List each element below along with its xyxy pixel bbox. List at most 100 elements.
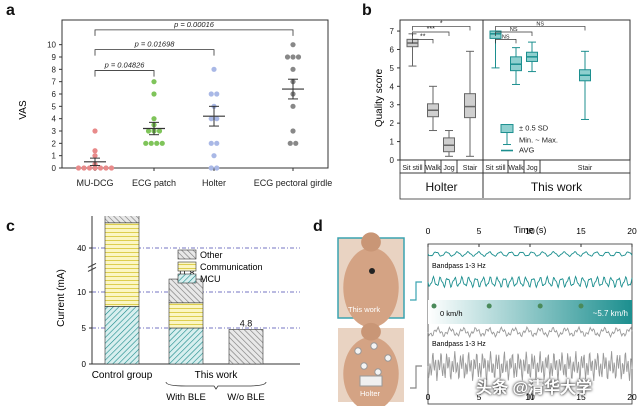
panel-d-xtick-label-bottom: 10: [525, 392, 535, 402]
panel-c-bar-segment: [104, 306, 140, 365]
panel-a-xtick-label: MU-DCG: [77, 178, 114, 188]
panel-a-point: [92, 153, 98, 159]
panel-d-figure: This work Holter Time (s) 0 0 5 5 10 10 15 15 20 20 B…: [337, 225, 637, 406]
panel-a-point: [156, 128, 163, 134]
panel-b-legend-label: AVG: [519, 146, 534, 155]
panel-d-xlabel: Time (s): [514, 225, 547, 235]
panel-a-pvalue-label: p = 0.04826: [104, 61, 146, 70]
panel-a-point: [214, 165, 220, 171]
panel-c-group-brace: [165, 381, 267, 390]
panel-a-significance-bracket: [94, 49, 215, 56]
panel-b-legend-label: ± 0.5 SD: [519, 124, 549, 133]
panel-a-point: [159, 140, 165, 146]
panel-c-legend-label: Other: [200, 250, 223, 260]
panel-d-xlabel-bottom: Ti: [526, 392, 533, 402]
panel-c-xtick-label: Control group: [92, 370, 153, 381]
panel-a-point: [75, 165, 82, 171]
panel-b-ytick-label: 7: [390, 27, 395, 36]
panel-a-ytick-label: 6: [52, 90, 57, 99]
panel-c-ylabel: Current (mA): [56, 269, 67, 327]
panel-d-walker-icon: [431, 303, 437, 309]
panel-a-point: [92, 165, 98, 171]
panel-a-point: [103, 165, 109, 171]
panel-a-point: [211, 153, 217, 159]
panel-b-significance-label: ***: [427, 26, 435, 33]
panel-a-point: [290, 66, 296, 72]
panel-b-category-label: Walk: [425, 165, 441, 172]
panel-b-significance-bracket: [495, 38, 517, 44]
panel-d-signal-bottom-filtered: [427, 325, 633, 339]
panel-c-bar-total: 11.8: [178, 268, 195, 278]
panel-d-photo-top-skin: [343, 247, 399, 328]
panel-d-photo-bottom-label: Holter: [360, 389, 381, 398]
panel-b-frame: [399, 19, 631, 161]
panel-a-point: [81, 165, 87, 171]
panel-d-walker-icon: [486, 303, 492, 309]
panel-b-ytick-label: 2: [390, 119, 395, 128]
panel-a-point: [143, 140, 149, 146]
panel-d-xtick-label: 0: [426, 226, 431, 236]
panel-d-electrode-icon: [354, 347, 362, 355]
panel-b-ytick-label: 4: [390, 82, 395, 91]
panel-d-device-icon: [369, 268, 375, 274]
panel-b-legend-label: Min. ~ Max.: [519, 136, 558, 145]
panel-a-ytick-label: 8: [52, 65, 57, 74]
panel-a-frame: [61, 19, 329, 169]
panel-a-point: [97, 165, 104, 171]
panel-b-significance-bracket: [412, 26, 471, 31]
panel-a-chart: 0 1 2 3 4 5 6 7 8 9 10 MU-DCG ECG patch Holter ECG pec…: [18, 19, 332, 188]
panel-d-holter-device: [359, 375, 383, 387]
panel-a-point: [295, 54, 302, 60]
watermark-text: 头条 @清华大学: [476, 380, 593, 397]
panel-c-bar-segment: [168, 302, 204, 329]
panel-a-ytick-label: 0: [52, 164, 57, 173]
panel-a-point: [293, 140, 299, 146]
panel-a-point: [290, 128, 296, 134]
panel-a-ytick-label: 7: [52, 78, 57, 87]
panel-c-xtick-label: With BLE: [166, 392, 206, 403]
panel-c-ytick-label: 45: [77, 216, 86, 217]
panel-a-point: [290, 42, 296, 48]
panel-a-point: [214, 140, 220, 146]
panel-a-point: [287, 140, 293, 146]
panel-c-axis-break: [87, 266, 97, 272]
panel-d-xtick-label-bottom: 15: [576, 392, 586, 402]
panel-c-ytick-label: 0: [82, 360, 87, 369]
panel-a-point: [86, 165, 93, 171]
panel-letter-b: b: [362, 2, 372, 19]
panel-d-xtick-label: 20: [627, 226, 637, 236]
panel-b-group-frame: [399, 172, 631, 200]
panel-a-ytick-label: 9: [52, 53, 57, 62]
panel-b-significance-bracket: [412, 31, 450, 36]
panel-d-speed-bar: [428, 300, 632, 324]
panel-a-pvalue-label: p = 0.01698: [134, 40, 176, 49]
panel-d-photo-top-neck: [361, 232, 381, 252]
panel-d-xtick-label: 5: [477, 226, 482, 236]
panel-a-point: [92, 148, 98, 154]
panel-b-box: [464, 93, 476, 119]
panel-c-bar-segment: [228, 329, 264, 365]
panel-d-connector-top: [410, 281, 422, 301]
panel-a-ylabel: VAS: [18, 100, 29, 120]
panel-a-point: [151, 79, 157, 85]
panel-b-ylabel: Quality score: [374, 68, 385, 127]
panel-a-significance-bracket: [94, 70, 155, 77]
panel-d-signal-bottom-raw: [427, 351, 633, 382]
panel-a-point: [208, 165, 214, 171]
panel-c-xtick-label: W/o BLE: [227, 392, 265, 403]
panel-c-legend-swatch: [177, 261, 197, 272]
panel-d-signal-top-filtered: [427, 250, 633, 258]
panel-c-group-label: This work: [195, 370, 239, 381]
panel-a-ytick-label: 4: [52, 115, 57, 124]
panel-a-xtick-label: ECG patch: [132, 178, 176, 188]
panel-a-point: [148, 140, 154, 146]
panel-a-point: [211, 66, 217, 72]
panel-c-bar-segment: [168, 327, 204, 365]
panel-a-significance-bracket: [94, 29, 294, 36]
panel-letter-c: c: [6, 218, 15, 235]
panel-b-category-label: Sit still: [402, 165, 423, 172]
panel-b-significance-label: *: [440, 20, 443, 27]
panel-d-filter-label: Bandpass 1-3 Hz: [432, 263, 486, 270]
